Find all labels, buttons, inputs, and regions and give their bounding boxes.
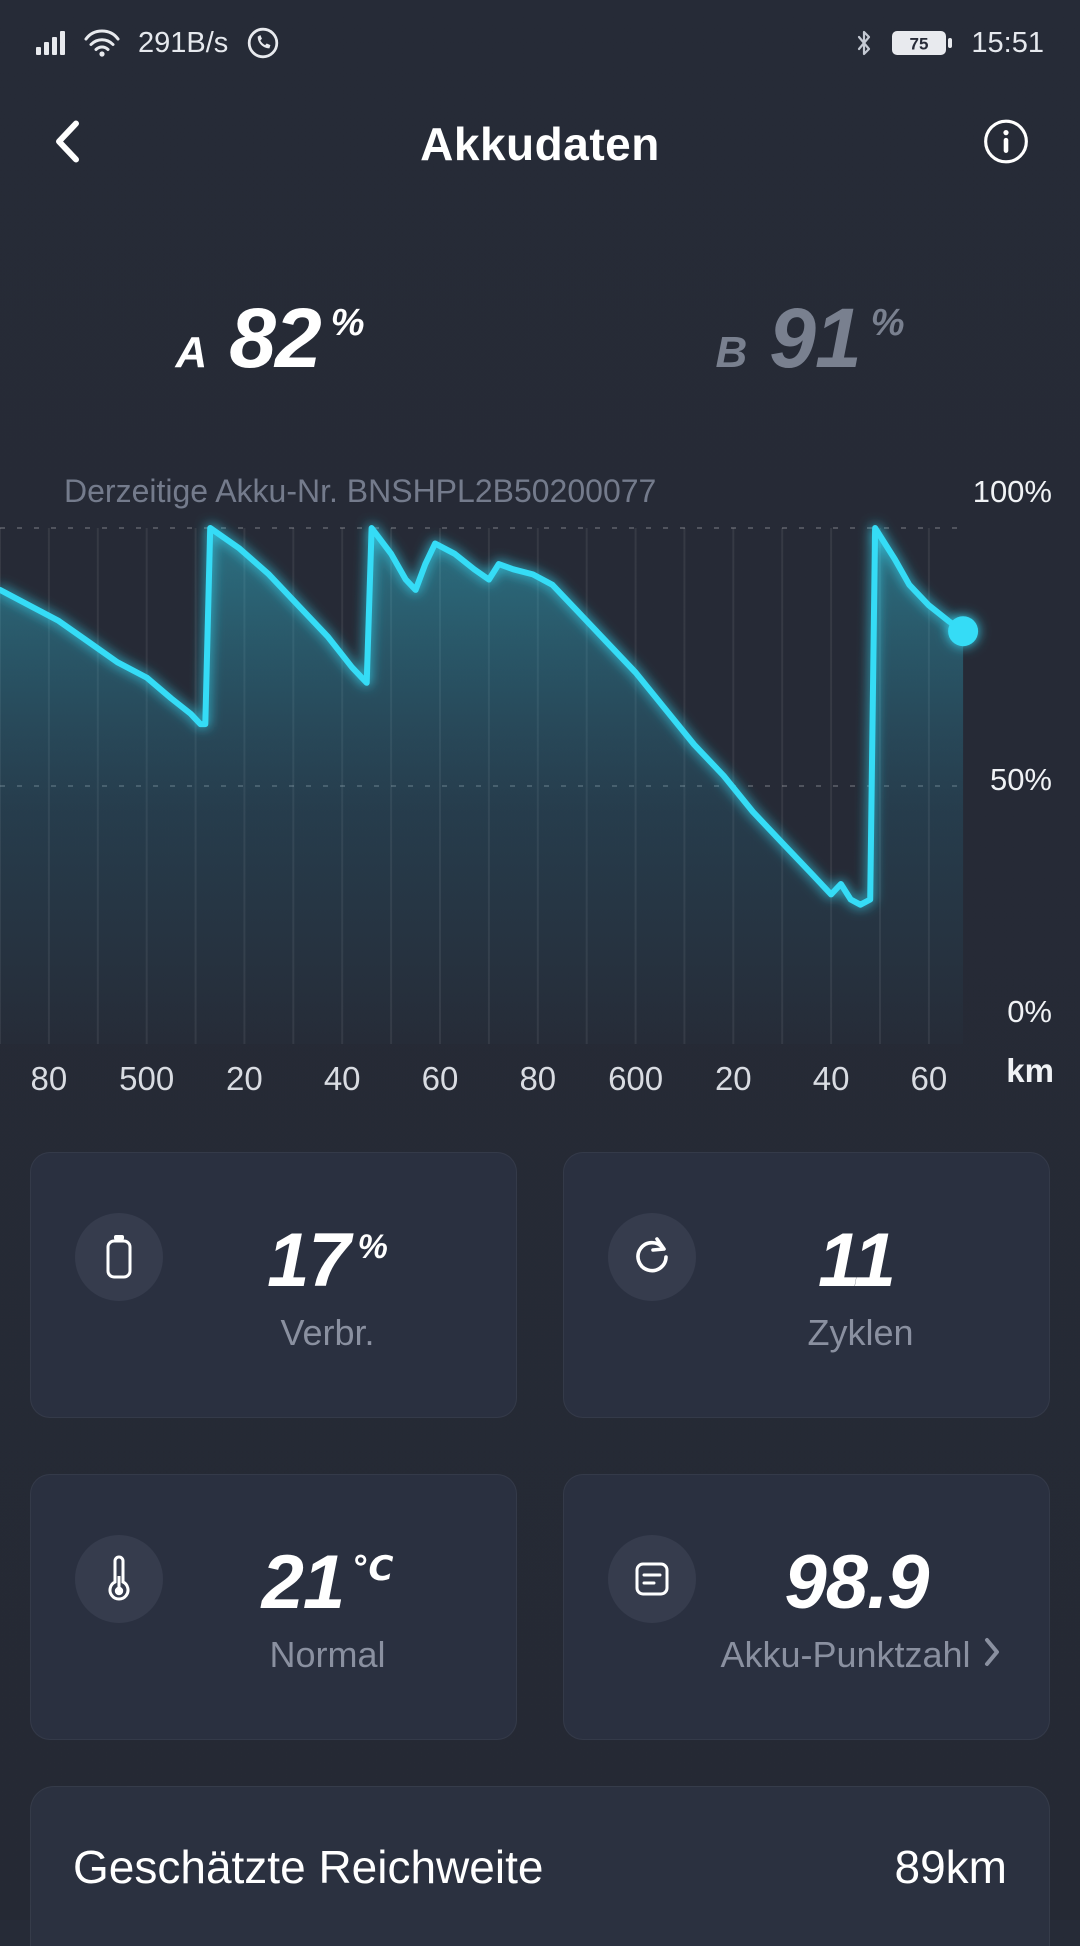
battery-b: B 91 % xyxy=(540,290,1080,387)
thermometer-icon xyxy=(75,1535,163,1623)
x-axis-tick-label: 80 xyxy=(30,1060,68,1097)
x-axis-tick-label: 60 xyxy=(421,1060,459,1097)
info-icon[interactable] xyxy=(982,118,1030,171)
cycles-icon xyxy=(608,1213,696,1301)
x-axis-tick-label: 40 xyxy=(323,1060,361,1097)
stat-cards: 17 % Verbr. 11 Zyklen xyxy=(0,1152,1080,1740)
battery-b-label: B xyxy=(715,328,748,377)
header: Akkudaten xyxy=(0,98,1080,190)
network-speed: 291B/s xyxy=(138,26,229,59)
battery-a-value: 82 xyxy=(229,291,321,385)
estimated-range-bar: Geschätzte Reichweite 89km xyxy=(30,1786,1050,1946)
temperature-unit: ℃ xyxy=(352,1549,394,1588)
whatsapp-icon xyxy=(246,26,280,60)
x-axis-tick-label: 500 xyxy=(119,1060,175,1097)
range-value: 89km xyxy=(894,1840,1007,1893)
battery-number: Derzeitige Akku-Nr. BNSHPL2B50200077 xyxy=(64,473,657,509)
score-icon xyxy=(608,1535,696,1623)
stat-card-cycles: 11 Zyklen xyxy=(563,1152,1050,1418)
battery-percent-text: 75 xyxy=(910,35,929,54)
score-value: 98.9 xyxy=(784,1539,930,1625)
battery-icon xyxy=(75,1213,163,1301)
back-button[interactable] xyxy=(54,120,80,169)
x-axis: km 80 500 20 40 60 80 600 20 40 60 xyxy=(0,1052,1080,1104)
status-bar: 291B/s 75 15:51 xyxy=(0,0,1080,74)
x-axis-tick-label: 40 xyxy=(812,1060,850,1097)
x-axis-tick-label: 20 xyxy=(226,1060,263,1097)
consumption-value: 17 xyxy=(267,1217,351,1303)
stat-card-battery-score[interactable]: 98.9 Akku-Punktzahl xyxy=(563,1474,1050,1740)
consumption-unit: % xyxy=(357,1227,388,1266)
x-axis-unit-label: km xyxy=(1006,1052,1054,1089)
page-title: Akkudaten xyxy=(420,118,660,170)
consumption-label: Verbr. xyxy=(280,1311,375,1353)
battery-levels: A 82 % B 91 % xyxy=(0,290,1080,387)
battery-a: A 82 % xyxy=(0,290,540,387)
temperature-value: 21 xyxy=(261,1539,346,1625)
chart-canvas[interactable] xyxy=(0,525,979,1044)
bluetooth-icon xyxy=(855,28,873,58)
stat-card-consumption: 17 % Verbr. xyxy=(30,1152,517,1418)
cycles-value: 11 xyxy=(818,1217,896,1303)
y-axis-label-50: 50% xyxy=(989,762,1052,797)
x-axis-tick-label: 80 xyxy=(519,1060,557,1097)
y-axis-label-100: 100% xyxy=(972,474,1052,509)
battery-history-chart[interactable]: 50% 0% xyxy=(0,525,1080,1044)
cycles-label: Zyklen xyxy=(807,1311,914,1353)
score-label: Akku-Punktzahl xyxy=(720,1633,971,1675)
wifi-icon xyxy=(84,29,120,57)
battery-a-unit: % xyxy=(330,302,365,344)
temperature-label: Normal xyxy=(269,1633,386,1675)
chart-meta-row: Derzeitige Akku-Nr. BNSHPL2B50200077 100… xyxy=(0,473,1080,510)
stat-card-temperature: 21 ℃ Normal xyxy=(30,1474,517,1740)
battery-b-value: 91 xyxy=(769,291,861,385)
x-axis-tick-label: 60 xyxy=(910,1060,948,1097)
signal-icon xyxy=(36,29,66,57)
battery-status-icon: 75 xyxy=(891,28,953,58)
battery-a-label: A xyxy=(175,328,208,377)
x-axis-tick-label: 20 xyxy=(714,1060,752,1097)
chevron-right-icon[interactable] xyxy=(983,1634,1001,1676)
x-axis-tick-label: 600 xyxy=(608,1060,664,1097)
battery-b-unit: % xyxy=(870,302,905,344)
clock-time: 15:51 xyxy=(971,26,1044,59)
y-axis-label-0: 0% xyxy=(1007,994,1052,1029)
range-label: Geschätzte Reichweite xyxy=(73,1840,544,1893)
